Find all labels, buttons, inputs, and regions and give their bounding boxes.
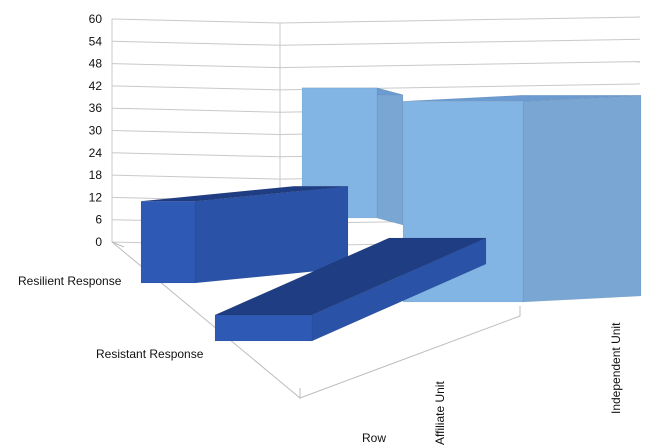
row-label-resistant: Resistant Response: [96, 347, 204, 361]
y-tick-label: 12: [89, 190, 103, 204]
y-tick-label: 6: [95, 213, 102, 227]
y-tick-label: 30: [89, 124, 103, 138]
y-tick-label: 24: [89, 146, 103, 160]
row-label-resilient: Resilient Response: [18, 274, 122, 288]
x-axis-title: Row: [362, 431, 386, 445]
y-tick-label: 54: [89, 34, 103, 48]
y-tick-label: 42: [89, 79, 103, 93]
bar-resilient-response-independent-unit: [301, 87, 404, 226]
floor-guides: [111, 241, 521, 400]
y-tick-labels: 0 6 12 18 24 30 36 42 48 54 60: [89, 12, 103, 249]
y-tick-label: 36: [89, 101, 103, 115]
y-tick-label: 18: [89, 168, 103, 182]
column-label-affiliate: Affiliate Unit: [433, 381, 447, 445]
column-label-independent: Independent Unit: [609, 322, 623, 414]
y-tick-label: 60: [89, 12, 103, 26]
bars: [140, 87, 642, 342]
bar-resistant-response-affiliate-unit: [214, 237, 487, 342]
y-tick-label: 48: [89, 57, 103, 71]
y-tick-label: 0: [95, 235, 102, 249]
bar-resilient-response-affiliate-unit: [140, 185, 349, 284]
